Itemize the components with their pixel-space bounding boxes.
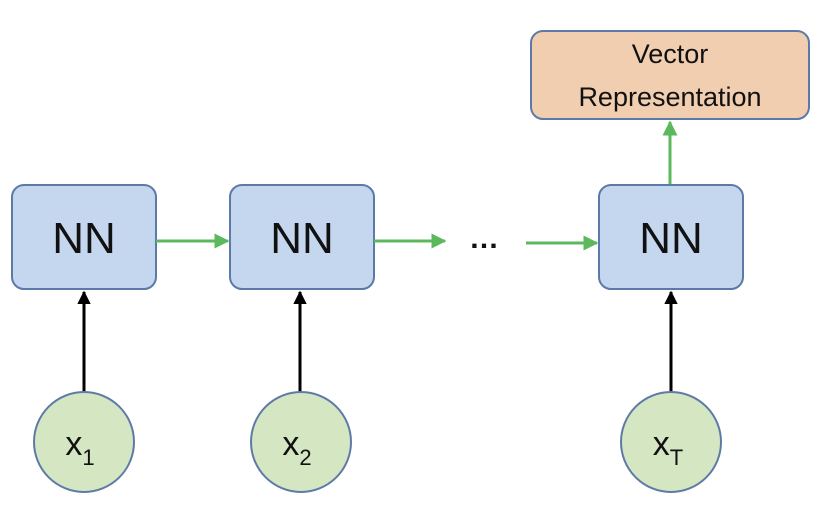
input-label-xT: xT xyxy=(653,425,683,470)
output-label-line1: Vector xyxy=(632,39,709,69)
nn-box-3 xyxy=(598,184,744,290)
input-xT-sub: T xyxy=(670,445,683,470)
input-x1-sub: 1 xyxy=(82,445,94,470)
input-x2-sub: 2 xyxy=(299,445,311,470)
ellipsis: … xyxy=(469,222,499,255)
nn-label-1: NN xyxy=(52,214,116,263)
input-node-x1 xyxy=(33,391,135,493)
output-label-line2: Representation xyxy=(578,82,761,112)
input-node-x2 xyxy=(250,391,352,493)
input-node-xT xyxy=(620,391,722,493)
nn-box-2 xyxy=(229,184,375,290)
nn-label-2: NN xyxy=(270,214,334,263)
output-box xyxy=(530,30,810,120)
input-x1-base: x xyxy=(65,425,82,463)
input-label-x1: x1 xyxy=(65,425,94,470)
input-xT-base: x xyxy=(653,425,670,463)
input-x2-base: x xyxy=(282,425,299,463)
nn-label-3: NN xyxy=(639,214,703,263)
input-label-x2: x2 xyxy=(282,425,311,470)
nn-box-1 xyxy=(11,184,157,290)
